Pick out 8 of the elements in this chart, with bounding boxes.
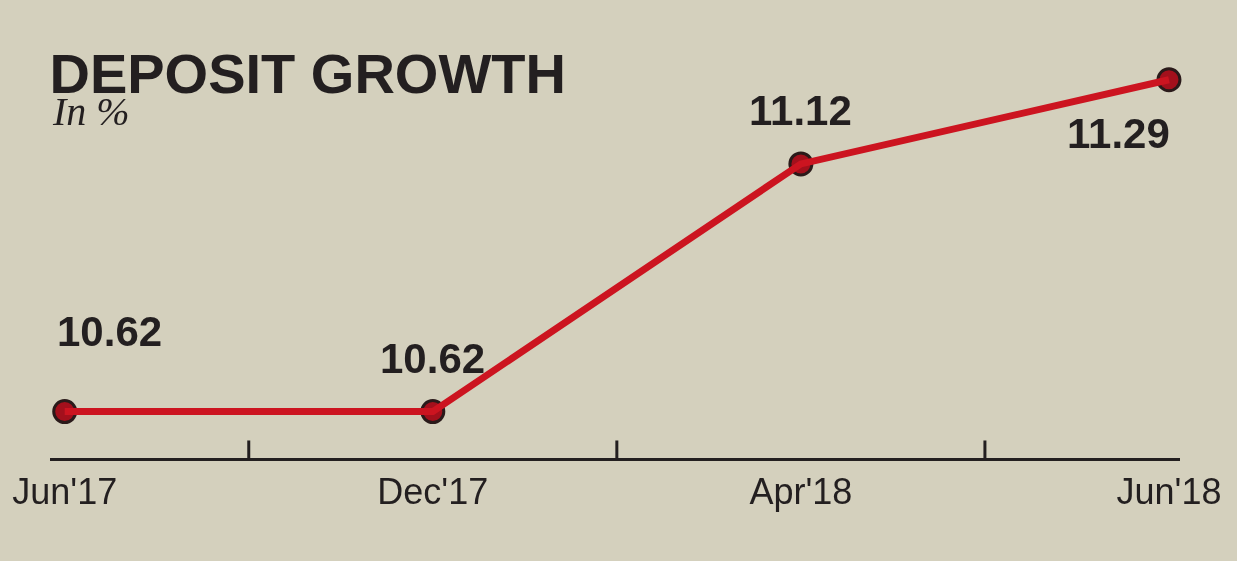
x-tick-label: Dec'17 <box>377 471 489 513</box>
x-tick-label: Apr'18 <box>749 471 853 513</box>
data-label: 11.29 <box>1067 110 1170 157</box>
data-label: 11.12 <box>749 87 852 134</box>
x-tick-label: Jun'17 <box>12 471 118 513</box>
data-label: 10.62 <box>57 308 163 355</box>
x-tick-label: Jun'18 <box>1116 471 1222 513</box>
data-label: 10.62 <box>380 335 486 382</box>
